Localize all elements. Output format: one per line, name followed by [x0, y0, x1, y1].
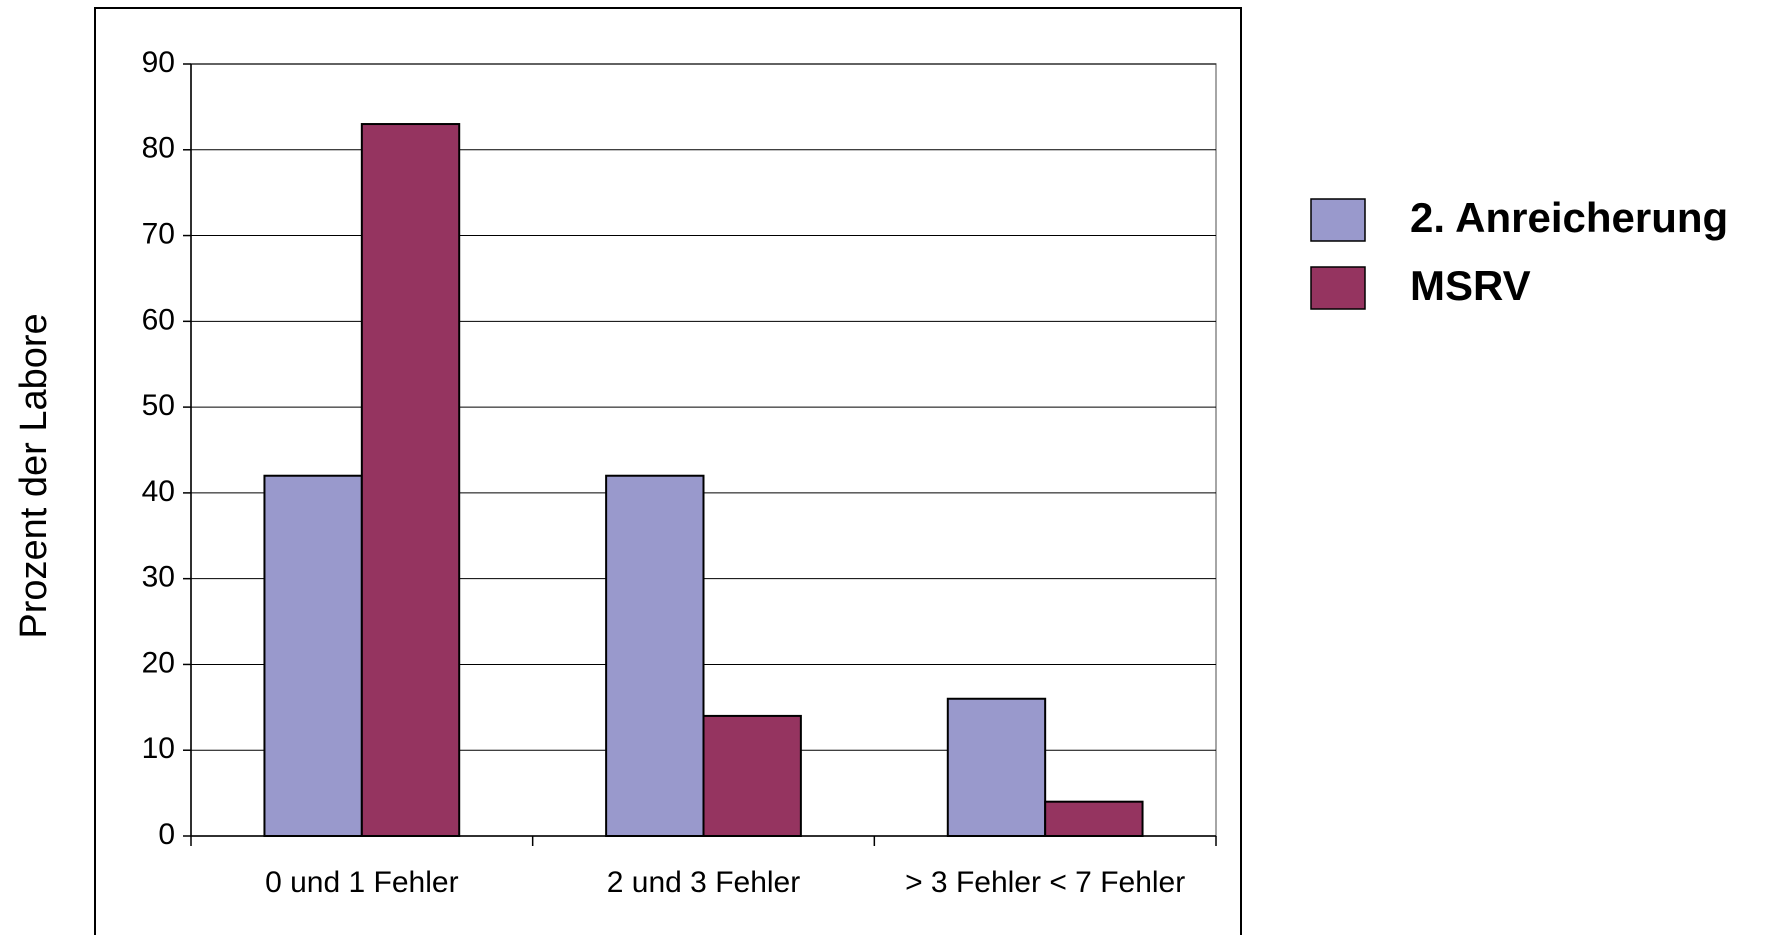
- legend-label: 2. Anreicherung: [1410, 194, 1728, 241]
- x-tick-label: > 3 Fehler < 7 Fehler: [905, 866, 1185, 899]
- x-tick-label: 0 und 1 Fehler: [265, 866, 458, 899]
- bar: [946, 697, 1047, 837]
- y-tick-label: 0: [158, 818, 175, 851]
- chart-frame: [94, 7, 1242, 935]
- bar: [1044, 800, 1144, 838]
- y-tick-label: 80: [142, 132, 175, 165]
- legend-swatch: [1310, 198, 1366, 242]
- bar: [263, 474, 363, 837]
- y-tick-label: 40: [142, 475, 175, 508]
- y-axis-label: Prozent der Labore: [13, 313, 55, 638]
- bar: [702, 714, 802, 838]
- y-tick-label: 60: [142, 303, 175, 336]
- bar: [360, 123, 461, 838]
- bar: [605, 474, 705, 837]
- y-tick-label: 30: [142, 561, 175, 594]
- y-tick-label: 50: [142, 389, 175, 422]
- y-tick-label: 90: [142, 46, 175, 79]
- y-tick-label: 20: [142, 646, 175, 679]
- y-tick-label: 10: [142, 732, 175, 765]
- legend-label: MSRV: [1410, 262, 1531, 309]
- x-tick-label: 2 und 3 Fehler: [607, 866, 800, 899]
- y-tick-label: 70: [142, 217, 175, 250]
- legend-swatch: [1310, 266, 1366, 310]
